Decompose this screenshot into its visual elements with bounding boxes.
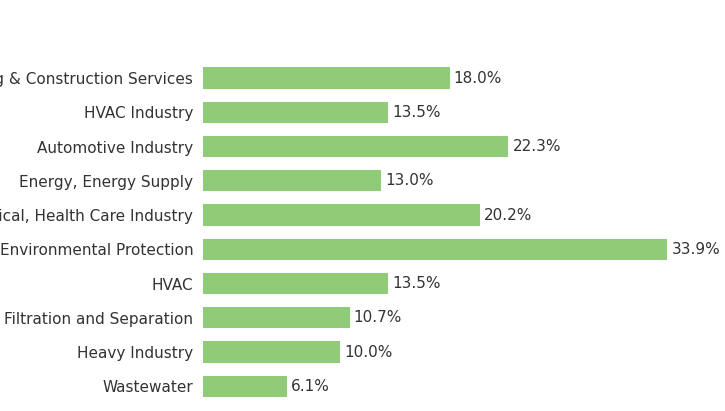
Bar [203, 136, 508, 157]
Text: 20.2%: 20.2% [484, 208, 532, 223]
Bar [203, 342, 340, 363]
Text: 10.0%: 10.0% [344, 344, 392, 360]
Bar [203, 205, 480, 226]
Text: The industry breakdown of FSA is as follows:: The industry breakdown of FSA is as foll… [14, 17, 509, 36]
Bar [203, 376, 286, 397]
Text: 22.3%: 22.3% [513, 139, 561, 154]
Bar [203, 102, 388, 123]
Bar [203, 273, 388, 294]
Text: 10.7%: 10.7% [354, 310, 402, 326]
Bar [203, 67, 450, 89]
Text: 13.5%: 13.5% [392, 276, 441, 291]
Text: 13.0%: 13.0% [385, 173, 434, 188]
Text: 18.0%: 18.0% [454, 71, 502, 85]
Text: 6.1%: 6.1% [291, 379, 330, 394]
Bar [203, 307, 349, 328]
Text: 13.5%: 13.5% [392, 105, 441, 120]
Bar [203, 170, 381, 192]
Bar [203, 239, 667, 260]
Text: 33.9%: 33.9% [671, 242, 720, 257]
